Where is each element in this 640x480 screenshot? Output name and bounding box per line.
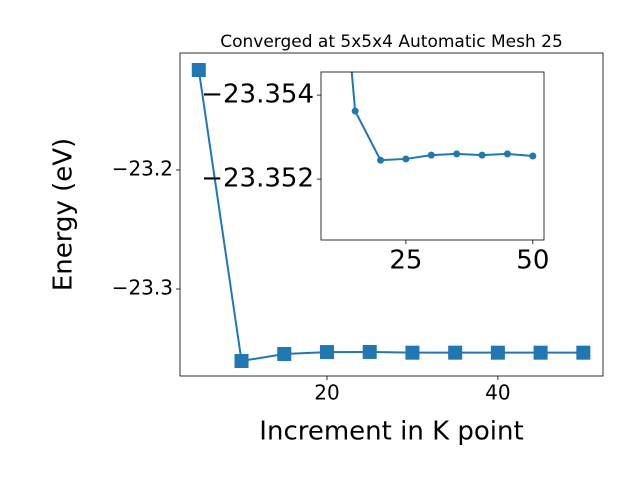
marker [377, 156, 385, 164]
marker [234, 354, 249, 369]
axes-frame [320, 71, 545, 241]
x-tick-label: 50 [516, 246, 549, 276]
x-tick-label: 20 [314, 381, 339, 405]
plot-area [350, 72, 537, 164]
marker [503, 150, 511, 158]
marker [453, 150, 461, 158]
marker [191, 63, 206, 78]
x-tick-label: 25 [389, 246, 422, 276]
chart-title: Converged at 5x5x4 Automatic Mesh 25 [220, 32, 563, 52]
marker [576, 345, 591, 360]
marker [351, 107, 359, 115]
marker [448, 345, 463, 360]
axes-frame [179, 52, 604, 377]
y-tick-label: −23.354 [201, 80, 314, 110]
marker [427, 151, 435, 159]
marker [319, 345, 334, 360]
marker [529, 152, 537, 160]
data-line [197, 69, 584, 363]
marker [490, 345, 505, 360]
marker [478, 151, 486, 159]
y-tick-label: −23.2 [112, 156, 173, 180]
y-tick-label: −23.352 [201, 164, 314, 194]
x-axis-label: Increment in K point [259, 417, 523, 447]
y-tick-label: −23.3 [112, 276, 173, 300]
marker [362, 344, 377, 359]
marker [533, 345, 548, 360]
x-tick-label: 40 [485, 381, 510, 405]
axes: 25 50 −23.354 −23.352 [201, 71, 549, 276]
marker [277, 346, 292, 361]
marker [405, 345, 420, 360]
plot-area [191, 63, 591, 369]
y-axis-label: Energy (eV) [49, 138, 79, 291]
marker [402, 155, 410, 163]
